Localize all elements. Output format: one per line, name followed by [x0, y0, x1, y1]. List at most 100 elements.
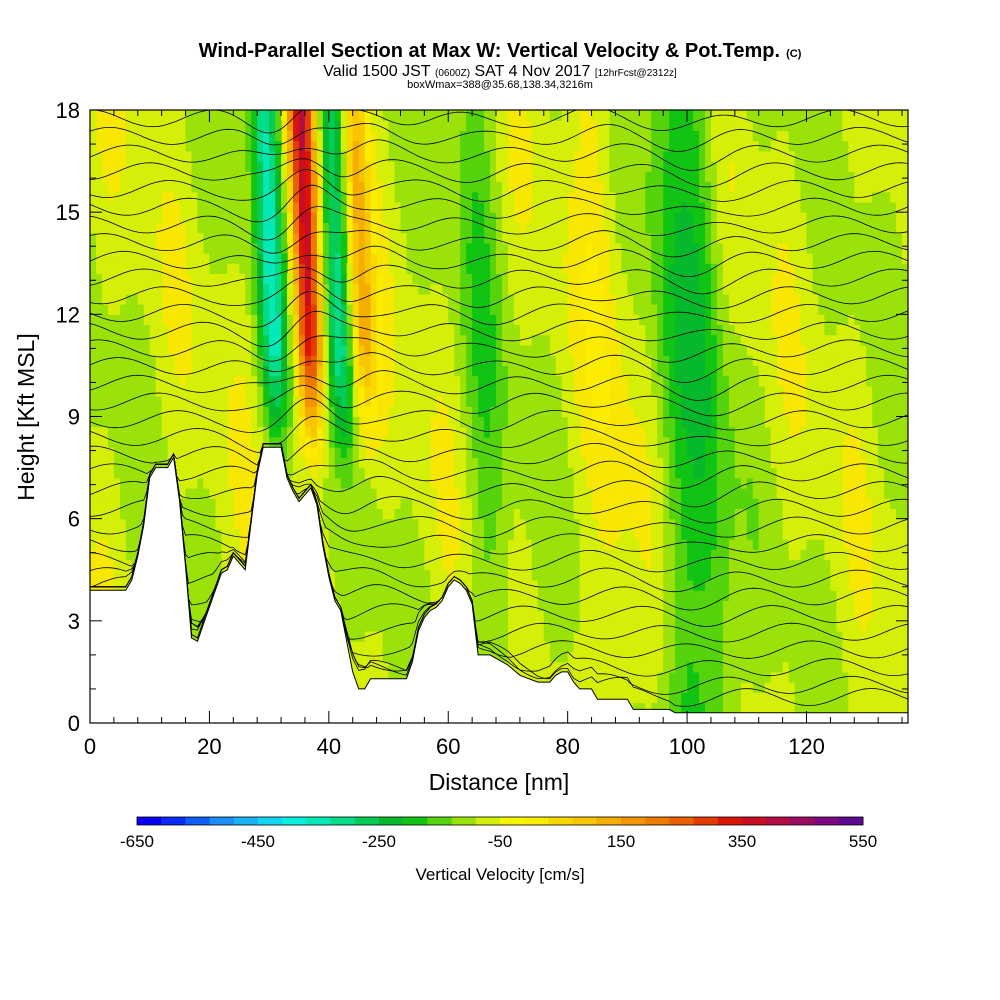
velocity-cell — [519, 488, 527, 499]
velocity-cell — [537, 171, 545, 183]
velocity-cell — [90, 273, 97, 285]
velocity-cell — [436, 375, 443, 387]
velocity-cell — [352, 457, 360, 469]
velocity-cell — [418, 263, 425, 274]
velocity-cell — [651, 426, 658, 438]
velocity-cell — [328, 273, 336, 285]
velocity-cell — [424, 365, 431, 377]
velocity-cell — [555, 549, 563, 561]
velocity-cell — [161, 436, 169, 448]
velocity-cell — [155, 457, 163, 469]
velocity-cell — [257, 436, 264, 448]
velocity-cell — [561, 549, 569, 561]
velocity-cell — [304, 191, 312, 203]
velocity-cell — [543, 641, 551, 653]
velocity-cell — [149, 447, 157, 458]
velocity-cell — [137, 345, 145, 356]
velocity-cell — [531, 457, 539, 469]
velocity-cell — [466, 222, 473, 234]
velocity-cell — [519, 304, 527, 315]
velocity-cell — [352, 549, 360, 561]
velocity-cell — [376, 631, 384, 642]
velocity-cell — [310, 396, 318, 407]
velocity-cell — [245, 304, 252, 315]
velocity-cell — [484, 508, 491, 520]
velocity-cell — [537, 314, 545, 326]
velocity-cell — [352, 488, 360, 499]
velocity-cell — [197, 569, 205, 581]
velocity-cell — [215, 140, 222, 152]
velocity-cell — [621, 600, 628, 612]
velocity-cell — [263, 273, 270, 285]
velocity-cell — [585, 559, 593, 571]
velocity-cell — [191, 355, 199, 366]
velocity-cell — [639, 355, 646, 366]
velocity-cell — [436, 314, 443, 326]
velocity-cell — [555, 559, 563, 571]
velocity-cell — [155, 273, 163, 285]
velocity-cell — [96, 161, 103, 172]
velocity-cell — [263, 120, 270, 131]
velocity-cell — [615, 242, 622, 254]
velocity-cell — [663, 580, 670, 591]
velocity-cell — [490, 488, 497, 499]
velocity-cell — [203, 263, 210, 274]
velocity-cell — [639, 120, 646, 131]
velocity-cell — [340, 253, 348, 264]
velocity-cell — [143, 110, 151, 121]
velocity-cell — [221, 559, 228, 571]
velocity-cell — [537, 273, 545, 285]
velocity-cell — [412, 222, 419, 234]
box-max-line: boxWmax=388@35.68,138.34,3216m — [407, 79, 593, 91]
velocity-cell — [621, 110, 628, 121]
velocity-cell — [490, 130, 497, 142]
velocity-cell — [657, 406, 664, 418]
velocity-cell — [502, 436, 509, 448]
velocity-cell — [340, 130, 348, 142]
velocity-cell — [394, 631, 402, 642]
velocity-cell — [651, 314, 658, 326]
velocity-cell — [460, 416, 467, 428]
velocity-cell — [96, 314, 103, 326]
velocity-cell — [651, 396, 658, 407]
velocity-cell — [370, 641, 378, 653]
velocity-cell — [119, 283, 127, 295]
velocity-cell — [627, 263, 634, 274]
velocity-cell — [304, 171, 312, 183]
velocity-cell — [537, 477, 545, 489]
velocity-cell — [603, 385, 611, 397]
velocity-cell — [352, 590, 360, 601]
velocity-cell — [412, 590, 419, 601]
velocity-cell — [299, 110, 306, 121]
velocity-cell — [502, 110, 509, 121]
velocity-cell — [209, 436, 216, 448]
velocity-cell — [257, 171, 264, 183]
velocity-cell — [609, 651, 617, 663]
velocity-cell — [657, 528, 664, 540]
velocity-cell — [645, 436, 652, 448]
velocity-cell — [615, 304, 622, 315]
velocity-cell — [537, 467, 545, 479]
velocity-cell — [531, 324, 539, 336]
velocity-cell — [251, 314, 258, 326]
velocity-cell — [615, 600, 622, 612]
velocity-cell — [322, 508, 330, 520]
velocity-cell — [185, 253, 193, 264]
velocity-cell — [167, 436, 175, 448]
velocity-cell — [131, 396, 139, 407]
velocity-cell — [239, 283, 246, 295]
velocity-cell — [191, 620, 199, 632]
velocity-cell — [90, 171, 97, 183]
velocity-cell — [466, 263, 473, 274]
velocity-cell — [96, 528, 103, 540]
velocity-cell — [340, 140, 348, 152]
velocity-cell — [233, 345, 240, 356]
velocity-cell — [466, 355, 473, 366]
velocity-cell — [466, 488, 473, 499]
velocity-cell — [424, 191, 431, 203]
velocity-cell — [304, 436, 312, 448]
velocity-cell — [388, 477, 396, 489]
velocity-cell — [90, 212, 97, 223]
velocity-cell — [645, 232, 652, 244]
velocity-cell — [287, 436, 294, 448]
